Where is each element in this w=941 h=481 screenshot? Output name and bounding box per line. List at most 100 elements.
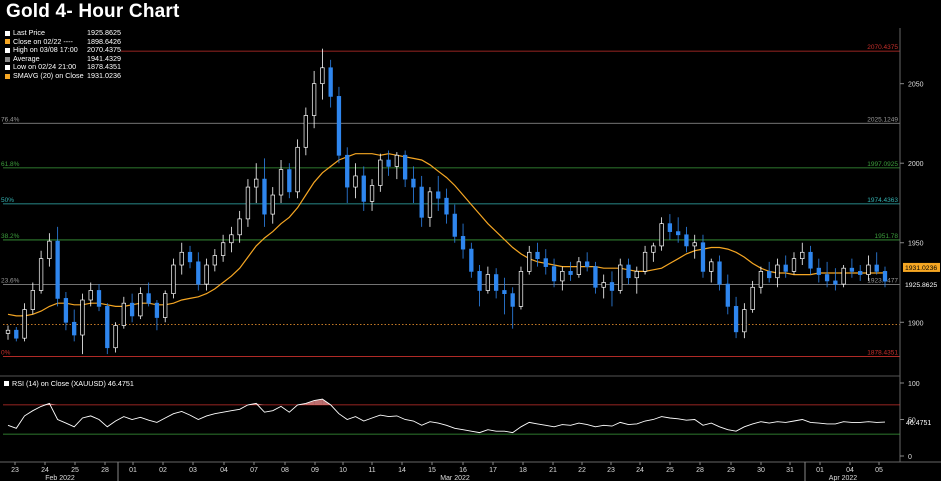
legend-value: 1925.8625 [87,28,121,37]
price-label: 1925.8625 [905,282,937,289]
candle-body [212,255,217,266]
candle-body [47,240,52,260]
x-month-label: Feb 2022 [45,475,75,481]
x-tick-label: 08 [281,467,289,474]
legend-label: SMAVG (20) on Close [13,70,84,80]
x-tick-label: 28 [696,467,704,474]
candle-body [841,267,846,285]
candle-body [866,264,871,275]
rsi-series-line [7,398,886,434]
candle-body [254,178,259,188]
rsi-y-tick-label: 0 [908,454,912,461]
candle-body [609,282,615,291]
candle-body [493,274,499,291]
candle-body [816,267,821,275]
legend-item: SMAVG (20) on Close 1931.0236 [3,70,121,81]
candle-body [419,186,424,218]
x-tick-label: 30 [757,467,765,474]
level-pct-label: 23.6% [1,278,20,285]
candle-body [336,96,342,156]
legend-item: Close on 02/22 ---- 1898.6426 [3,37,121,47]
x-tick-label: 28 [101,467,109,474]
x-tick-label: 18 [519,467,527,474]
rsi-legend-value: 46.4751 [107,379,134,388]
level-value-label: 1951.78 [875,233,899,240]
x-tick-label: 02 [159,467,167,474]
legend-swatch [5,56,10,62]
price-label-bg [903,280,940,290]
rsi-last-value: 46.4751 [906,420,931,427]
candle-body [585,261,590,267]
level-value-label: 2070.4375 [867,44,898,51]
legend-value: 1878.4351 [87,62,121,72]
candle-body [22,309,27,339]
candle-body [121,302,126,326]
candle-body [469,248,474,272]
candle-body [452,213,457,237]
x-tick-label: 01 [816,467,824,474]
candle-body [386,159,391,167]
rsi-legend-label: RSI (14) on Close (XAUUSD) [12,379,106,388]
x-tick-label: 24 [41,467,49,474]
candle-body [361,175,366,202]
candle-body [320,67,325,85]
level-value-label: 1923.7477 [867,278,898,285]
candle-body [502,290,507,294]
level-pct-label: 76.4% [1,116,20,123]
x-tick-label: 23 [11,467,19,474]
candle-body [709,261,714,272]
candle-body [742,309,747,333]
candle-body [535,251,540,260]
candle-body [63,298,69,323]
candle-body [154,302,160,318]
candle-body [626,264,631,279]
candle-body [237,218,242,236]
candle-body [767,271,772,279]
y-tick-label: 2000 [908,161,924,168]
candle-body [345,154,350,188]
x-tick-label: 03 [189,467,197,474]
candle-body [460,236,466,250]
candle-body [510,293,515,307]
candle-body [568,271,573,275]
candle-body [287,169,292,193]
candle-body [88,290,93,301]
rsi-panel: 0 50 100 46.4751 [3,381,931,461]
candle-body [692,242,697,247]
candle-body [642,251,648,272]
candle-body [14,329,19,339]
candle-body [278,169,284,196]
candle-body [849,267,855,272]
candle-body [485,274,491,291]
candle-body [676,231,681,236]
candle-body [262,178,267,215]
x-tick-label: 16 [459,467,467,474]
candle-body [187,251,193,263]
rsi-legend-swatch [4,381,9,386]
candle-body [717,261,722,285]
candle-body [618,264,623,291]
candle-body [295,146,300,193]
y-tick-label: 1950 [908,241,924,248]
candle-body [55,240,60,299]
sma-series-line [7,153,886,317]
candle-body [311,83,317,116]
price-axis: 1900 1950 2000 2050 1931.0236 1925.8625 [0,28,941,463]
x-tick-label: 10 [339,467,347,474]
level-pct-label: 38.2% [1,233,20,240]
level-value-label: 1997.0925 [867,161,898,168]
x-tick-label: 29 [727,467,735,474]
candle-body [576,261,582,275]
x-tick-label: 22 [578,467,586,474]
x-month-label: Mar 2022 [440,475,470,481]
candle-body [179,251,184,266]
candle-body [270,194,275,215]
candles [5,48,888,355]
candle-body [80,299,85,336]
candle-body [477,271,482,291]
legend-value: 2070.4375 [87,45,121,55]
candle-body [245,186,251,220]
candle-body [874,264,879,272]
candle-body [328,67,333,97]
candle-body [824,274,830,282]
